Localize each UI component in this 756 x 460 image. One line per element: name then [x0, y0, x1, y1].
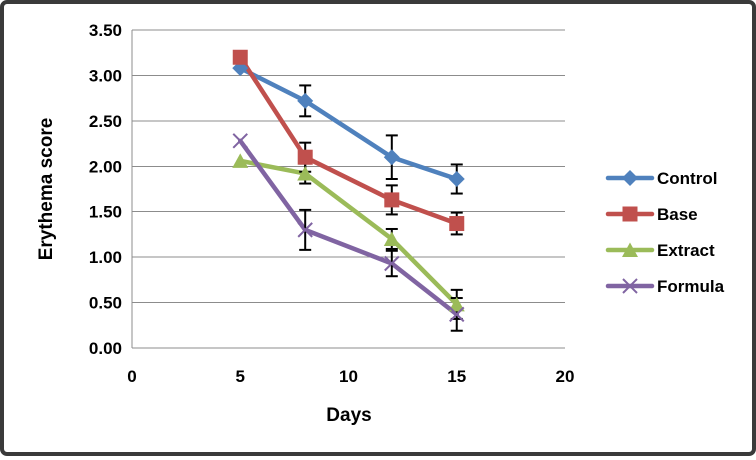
y-tick-label: 3.50: [89, 21, 122, 40]
series-marker-formula: [297, 222, 313, 238]
series-marker-control: [383, 149, 400, 166]
series-marker-extract: [448, 296, 465, 312]
x-tick-label: 5: [236, 367, 245, 386]
series-marker-extract: [383, 231, 400, 246]
series-line-extract: [238, 158, 459, 307]
x-tick-label: 10: [339, 367, 358, 386]
series-marker-base: [384, 192, 400, 208]
legend-marker-base: [622, 206, 638, 222]
legend-label-base: Base: [657, 205, 698, 224]
series-marker-control: [448, 171, 465, 188]
series-line-formula: [238, 138, 459, 317]
legend-marker-control: [622, 170, 638, 186]
y-tick-label: 0.50: [89, 294, 122, 313]
y-tick-label: 0.00: [89, 339, 122, 358]
x-tick-label: 20: [556, 367, 575, 386]
legend-label-extract: Extract: [657, 241, 715, 260]
series-marker-control: [297, 92, 314, 109]
x-tick-label: 15: [447, 367, 466, 386]
series-marker-formula: [449, 306, 465, 323]
x-axis-title: Days: [326, 405, 372, 426]
series-marker-control: [232, 60, 249, 77]
series-marker-formula: [232, 133, 248, 149]
y-tick-label: 1.00: [89, 248, 122, 267]
series-marker-extract: [232, 153, 249, 168]
series-marker-extract: [297, 166, 314, 181]
series-marker-base: [297, 149, 313, 165]
chart-canvas: 0.00 0.50 1.00 1.50 2.00 2.50 3.00 3.50 0 5 10 15 20…: [89, 21, 725, 386]
legend-label-formula: Formula: [657, 277, 725, 296]
y-tick-label: 2.50: [89, 112, 122, 131]
y-tick-label: 2.00: [89, 157, 122, 176]
series-line-base: [238, 55, 459, 226]
legend-label-control: Control: [657, 169, 717, 188]
legend-marker-extract: [622, 242, 638, 257]
x-tick-label: 0: [127, 367, 136, 386]
series-marker-base: [449, 216, 465, 232]
legend-marker-formula: [622, 278, 638, 294]
series-marker-formula: [384, 255, 400, 272]
series-line-control: [238, 65, 459, 182]
y-tick-label: 3.00: [89, 66, 122, 85]
y-tick-label: 1.50: [89, 203, 122, 222]
series-marker-base: [232, 49, 248, 65]
